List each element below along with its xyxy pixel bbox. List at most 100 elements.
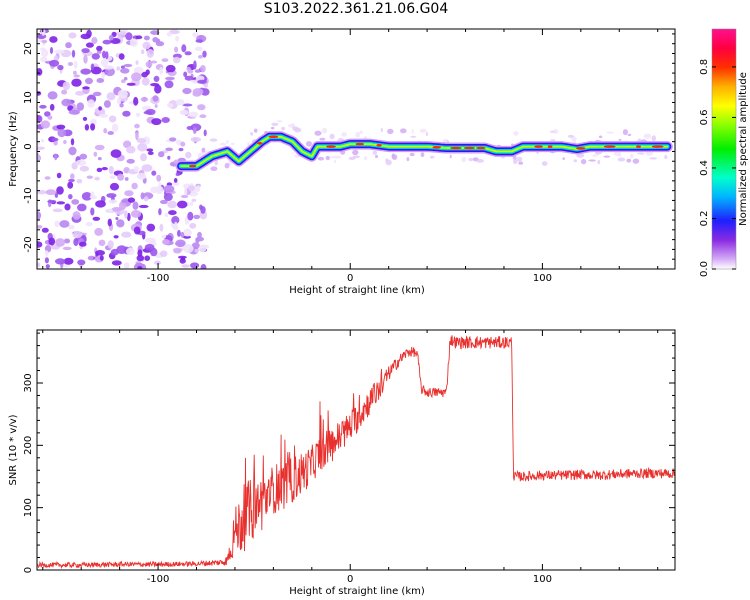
noise-blob <box>94 144 105 151</box>
noise-blob <box>109 182 120 191</box>
noise-blob <box>53 140 58 146</box>
noise-blob <box>41 48 49 58</box>
ridge-peak <box>257 142 263 145</box>
noise-blob <box>151 118 162 126</box>
noise-blob <box>138 204 149 209</box>
halo-blob <box>449 154 452 159</box>
noise-blob <box>143 35 150 41</box>
halo-blob <box>329 133 335 140</box>
halo-blob <box>576 153 585 158</box>
noise-blob <box>168 210 177 216</box>
noise-blob <box>102 50 106 59</box>
halo-blob <box>321 127 328 134</box>
noise-blob <box>90 63 95 71</box>
noise-blob <box>107 208 113 213</box>
noise-blob <box>124 190 134 197</box>
noise-blob <box>158 208 162 216</box>
noise-blob <box>184 51 192 56</box>
halo-blob <box>334 159 337 164</box>
noise-blob <box>102 39 112 45</box>
noise-blob <box>37 115 43 123</box>
noise-blob <box>197 79 207 84</box>
ridge-peak <box>547 145 553 148</box>
x-tick-label: 100 <box>533 574 552 585</box>
noise-blob <box>104 67 116 77</box>
colorbar-frame <box>711 28 737 270</box>
noise-blob <box>151 170 157 176</box>
noise-blob <box>126 158 135 164</box>
noise-blob <box>41 39 48 44</box>
y-tick-label: 100 <box>23 498 34 517</box>
noise-blob <box>133 96 139 106</box>
halo-blob <box>387 128 394 135</box>
colorbar-tick-label: 0.0 <box>699 261 710 277</box>
noise-blob <box>54 49 65 54</box>
noise-blob <box>67 62 74 66</box>
noise-blob <box>79 241 87 247</box>
halo-blob <box>271 126 275 130</box>
halo-blob <box>553 128 559 134</box>
noise-blob <box>146 223 156 232</box>
halo-blob <box>513 159 518 165</box>
halo-blob <box>617 157 626 162</box>
noise-blob <box>86 175 94 179</box>
noise-blob <box>190 262 200 269</box>
noise-blob <box>150 83 160 87</box>
noise-blob <box>71 199 80 205</box>
noise-blob <box>156 174 162 182</box>
noise-blob <box>135 112 141 117</box>
noise-blob <box>180 231 185 238</box>
noise-blob <box>137 266 143 269</box>
noise-blob <box>98 239 106 246</box>
noise-blob <box>49 103 55 111</box>
noise-blob <box>171 216 180 225</box>
noise-blob <box>188 185 195 192</box>
noise-blob <box>201 147 206 153</box>
noise-blob <box>136 172 147 180</box>
noise-blob <box>54 153 58 161</box>
noise-blob <box>96 45 103 52</box>
noise-blob <box>161 58 169 62</box>
halo-blob <box>253 128 258 133</box>
noise-blob <box>141 71 149 78</box>
noise-blob <box>103 100 111 108</box>
halo-blob <box>573 159 578 163</box>
noise-blob <box>76 102 85 111</box>
noise-blob <box>84 124 90 131</box>
noise-blob <box>68 109 80 115</box>
noise-blob <box>119 102 124 108</box>
noise-blob <box>196 185 201 192</box>
halo-blob <box>419 128 427 133</box>
y-tick-label: 200 <box>23 436 34 455</box>
noise-blob <box>99 113 109 118</box>
noise-blob <box>40 120 51 129</box>
halo-blob <box>334 155 342 159</box>
noise-blob <box>77 259 86 266</box>
noise-blob <box>77 203 87 212</box>
noise-blob <box>100 59 109 67</box>
noise-blob <box>165 76 175 81</box>
halo-blob <box>592 154 599 157</box>
noise-blob <box>130 210 142 218</box>
halo-blob <box>391 154 398 161</box>
noise-blob <box>95 250 105 256</box>
halo-blob <box>314 130 322 136</box>
noise-blob <box>185 151 192 159</box>
noise-blob <box>107 131 114 135</box>
noise-blob <box>189 222 197 229</box>
plot-frame-snr <box>36 329 676 571</box>
noise-blob <box>167 200 178 209</box>
noise-blob <box>93 151 98 157</box>
halo-blob <box>420 152 425 158</box>
noise-blob <box>82 86 90 90</box>
noise-blob <box>195 39 203 43</box>
halo-blob <box>292 126 299 131</box>
noise-blob <box>199 204 203 210</box>
noise-blob <box>37 211 42 220</box>
noise-blob <box>190 137 202 142</box>
noise-blob <box>192 127 197 134</box>
halo-blob <box>359 130 363 135</box>
noise-blob <box>177 200 188 209</box>
halo-blob <box>276 120 283 123</box>
halo-blob <box>606 131 615 134</box>
